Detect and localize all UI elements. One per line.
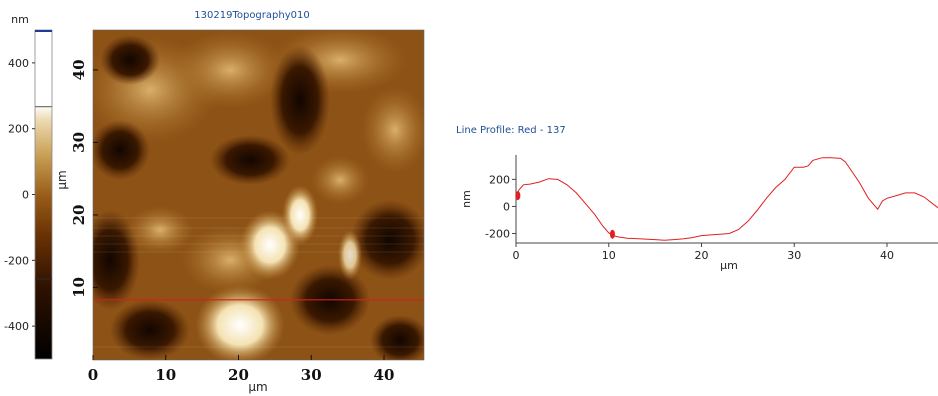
image-x-tick-label: 10	[155, 366, 176, 384]
colorbar-range-markers	[35, 106, 52, 280]
image-x-tick-label: 0	[88, 366, 98, 384]
profile-x-tick-label: 30	[787, 249, 801, 262]
image-x-tick-label: 20	[228, 366, 249, 384]
topography-image[interactable]	[80, 25, 430, 365]
profile-x-tick-label: 20	[694, 249, 708, 262]
colorbar-tick-label: -400	[4, 320, 29, 333]
image-x-tick-label: 30	[301, 366, 322, 384]
colorbar-tick-label: 0	[22, 189, 29, 202]
colorbar-ticks: 400 200 0 -200 -400	[4, 57, 35, 333]
profile-y-ticks: 200 0 -200	[485, 173, 516, 241]
profile-y-axis-label: nm	[460, 190, 473, 208]
profile-y-tick-label: -200	[485, 228, 510, 241]
profile-y-tick-label: 0	[503, 200, 510, 213]
image-x-ticks: 0 10 20 30 40	[88, 355, 395, 384]
profile-marker[interactable]	[515, 191, 521, 201]
profile-x-axis-label: µm	[720, 259, 738, 272]
colorbar-unit-label: nm	[11, 13, 29, 26]
profile-x-ticks: 0 10 20 30 40	[513, 243, 894, 262]
image-frame	[92, 29, 425, 361]
profile-marker[interactable]	[609, 229, 615, 239]
profile-x-tick-label: 10	[602, 249, 616, 262]
colorbar-gradient	[34, 29, 53, 360]
image-y-tick-label: 30	[70, 132, 88, 153]
profile-x-tick-label: 0	[513, 249, 520, 262]
colorbar: nm 400 200 0 -200 -400	[4, 13, 53, 360]
image-x-tick-label: 40	[374, 366, 395, 384]
profile-x-tick-label: 40	[880, 249, 894, 262]
colorbar-tick-label: 200	[8, 123, 29, 136]
profile-series-line	[515, 157, 938, 241]
image-y-ticks: 10 20 30 40	[70, 59, 98, 298]
profile-markers	[515, 191, 615, 239]
image-title: 130219Topography010	[194, 10, 309, 21]
image-x-axis-label: µm	[248, 380, 267, 394]
profile-y-tick-label: 200	[489, 173, 510, 186]
image-y-tick-label: 40	[70, 59, 88, 80]
image-y-axis-label: µm	[55, 170, 69, 189]
colorbar-tick-label: -200	[4, 254, 29, 267]
image-y-tick-label: 20	[70, 205, 88, 226]
image-y-tick-label: 10	[70, 277, 88, 298]
profile-title: Line Profile: Red - 137	[456, 125, 566, 136]
colorbar-tick-label: 400	[8, 57, 29, 70]
